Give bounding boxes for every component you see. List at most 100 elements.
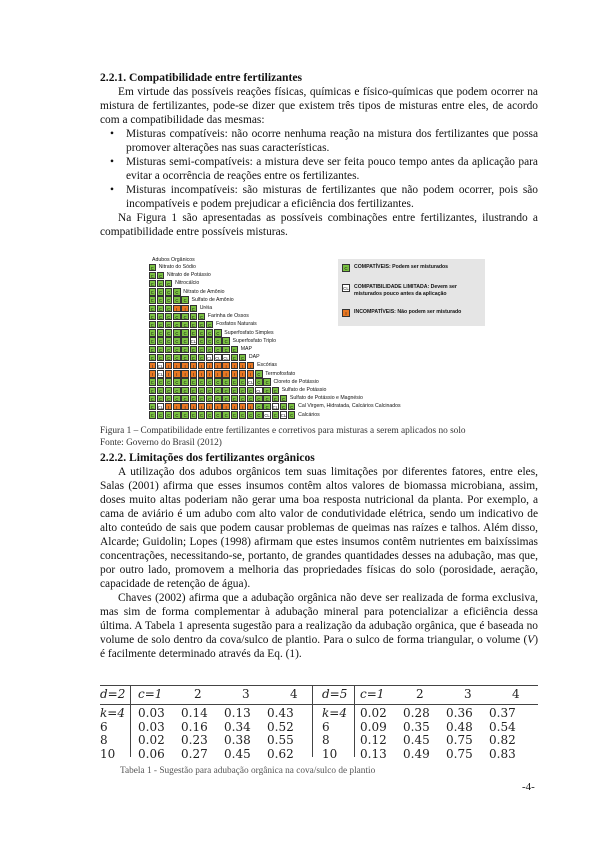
matrix-row-label: Sulfato de Amônio bbox=[191, 296, 234, 303]
table-k-label: 8 bbox=[322, 733, 330, 747]
matrix-cell: C bbox=[230, 386, 239, 395]
table-value: 0.02 bbox=[138, 733, 165, 747]
matrix-cell: C bbox=[238, 353, 247, 362]
matrix-cell: C bbox=[173, 288, 181, 296]
matrix-cell: C bbox=[205, 411, 214, 419]
matrix-row-label: Fosfatos Naturais bbox=[216, 321, 257, 328]
matrix-cell: C bbox=[238, 378, 247, 386]
matrix-cell: C bbox=[148, 296, 157, 304]
matrix-cell: C bbox=[173, 345, 181, 354]
matrix-cell: C bbox=[173, 394, 181, 403]
matrix-cell: C bbox=[148, 386, 157, 395]
matrix-cell: C bbox=[197, 345, 206, 354]
matrix-cell: C bbox=[197, 320, 206, 329]
matrix-cell: C bbox=[164, 345, 173, 354]
legend-incompatible-swatch: I bbox=[342, 309, 350, 317]
matrix-cell: C bbox=[197, 378, 206, 386]
matrix-cell: C bbox=[156, 320, 165, 329]
table-value: 0.02 bbox=[360, 706, 387, 720]
matrix-cell: C bbox=[173, 337, 181, 345]
matrix-cell: C bbox=[164, 353, 173, 362]
matrix-row-label: DAP bbox=[248, 354, 260, 361]
matrix-cell: C bbox=[230, 411, 239, 419]
matrix-cell: C bbox=[279, 394, 288, 403]
table-value: 0.75 bbox=[446, 746, 473, 761]
table-value: 0.13 bbox=[360, 746, 387, 761]
table-k-label: k=4 bbox=[322, 706, 347, 720]
matrix-cell: C bbox=[148, 279, 157, 288]
figure-reference-paragraph: Na Figura 1 são apresentadas as possívei… bbox=[100, 212, 538, 238]
matrix-cell: C bbox=[181, 296, 189, 304]
table-value: 0.13 bbox=[224, 706, 251, 720]
matrix-cell: C bbox=[164, 320, 173, 329]
matrix-cell: C bbox=[222, 394, 230, 403]
matrix-cell: C bbox=[222, 345, 230, 354]
matrix-cell: I bbox=[164, 370, 173, 378]
matrix-row-label: Uréia bbox=[199, 305, 213, 311]
table-value: 0.48 bbox=[446, 719, 473, 734]
matrix-cell: C bbox=[164, 312, 173, 321]
matrix-cell: CL bbox=[189, 337, 198, 345]
matrix-cell: I bbox=[181, 304, 189, 313]
matrix-cell: C bbox=[246, 386, 255, 395]
table-value: 0.45 bbox=[403, 733, 430, 747]
matrix-title: Adubos Orgânicos bbox=[152, 257, 195, 263]
matrix-cell: C bbox=[148, 394, 157, 403]
matrix-cell: C bbox=[173, 411, 181, 419]
matrix-cell: C bbox=[197, 312, 206, 321]
table-value: 0.54 bbox=[489, 719, 516, 734]
matrix-cell: C bbox=[181, 386, 189, 395]
matrix-cell: C bbox=[173, 378, 181, 386]
table-k-label: k=4 bbox=[100, 706, 125, 720]
table-value: 0.09 bbox=[360, 719, 387, 734]
matrix-cell: C bbox=[214, 378, 222, 386]
matrix-cell: I bbox=[205, 361, 214, 370]
matrix-cell: C bbox=[205, 386, 214, 395]
matrix-cell: C bbox=[230, 394, 239, 403]
matrix-cell: C bbox=[148, 402, 157, 411]
matrix-cell: C bbox=[230, 378, 239, 386]
matrix-cell: I bbox=[148, 361, 157, 370]
matrix-cell: C bbox=[181, 345, 189, 354]
matrix-cell: I bbox=[181, 402, 189, 411]
matrix-cell: C bbox=[173, 329, 181, 337]
matrix-cell: C bbox=[214, 337, 222, 345]
table-value: 0.14 bbox=[181, 706, 208, 720]
matrix-cell: I bbox=[238, 402, 247, 411]
intro-paragraph: Em virtude das possíveis reações físicas… bbox=[100, 86, 538, 126]
table-col-header: 3 bbox=[242, 687, 250, 701]
matrix-cell: I bbox=[189, 361, 198, 370]
matrix-cell: C bbox=[164, 304, 173, 313]
table-caption: Tabela 1 - Sugestão para adubação orgâni… bbox=[120, 766, 376, 777]
matrix-cell: C bbox=[148, 411, 157, 419]
matrix-cell: C bbox=[214, 394, 222, 403]
table-k-label: 10 bbox=[100, 746, 116, 761]
matrix-cell: C bbox=[238, 394, 247, 403]
table-value: 0.75 bbox=[446, 733, 473, 747]
matrix-cell: C bbox=[271, 394, 280, 403]
figure-source: Fonte: Governo do Brasil (2012) bbox=[100, 438, 222, 449]
mixture-types-list: Misturas compatíveis: não ocorre nenhuma… bbox=[100, 127, 538, 211]
matrix-cell: C bbox=[189, 312, 198, 321]
table-value: 0.06 bbox=[138, 746, 165, 761]
table-value: 0.37 bbox=[489, 706, 516, 720]
limitations-paragraph: A utilização dos adubos orgânicos tem su… bbox=[100, 466, 538, 590]
table-k-label: 8 bbox=[100, 733, 108, 747]
matrix-cell: I bbox=[230, 370, 239, 378]
matrix-cell: C bbox=[164, 288, 173, 296]
matrix-cell: C bbox=[156, 411, 165, 419]
matrix-row-label: Calcários bbox=[298, 411, 320, 418]
table-value: 0.12 bbox=[360, 733, 387, 747]
matrix-cell: C bbox=[222, 386, 230, 395]
matrix-cell: C bbox=[156, 296, 165, 304]
matrix-cell: C bbox=[263, 386, 271, 395]
matrix-cell: C bbox=[197, 353, 206, 362]
matrix-cell: I bbox=[173, 370, 181, 378]
matrix-cell: C bbox=[156, 329, 165, 337]
matrix-row-label: Superfosfato Triplo bbox=[232, 337, 277, 344]
table-d-header: d=2 bbox=[100, 687, 126, 701]
chaves-text-a: Chaves (2002) afirma que a adubação orgâ… bbox=[100, 592, 538, 646]
table-col-header: 4 bbox=[290, 687, 298, 701]
matrix-cell: C bbox=[189, 386, 198, 395]
matrix-cell: C bbox=[238, 386, 247, 395]
